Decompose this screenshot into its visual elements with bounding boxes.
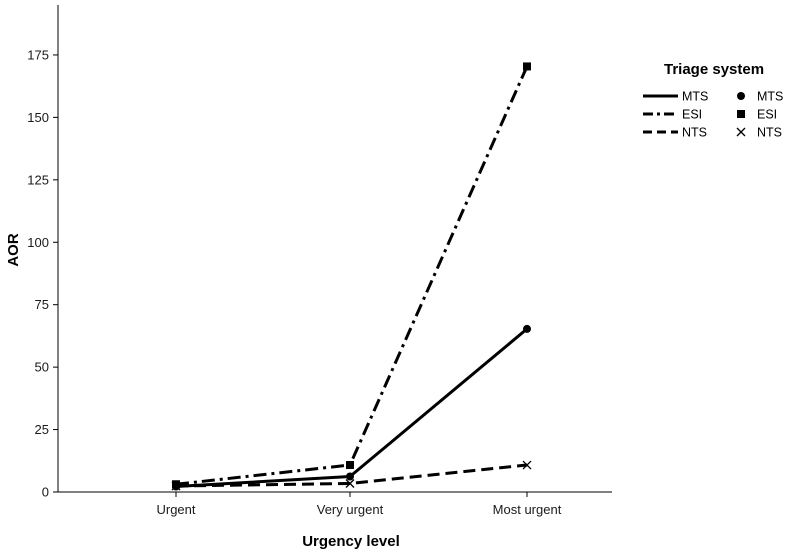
data-point-nts — [171, 481, 181, 491]
data-point-mts — [346, 472, 354, 481]
y-tick-label: 75 — [35, 297, 49, 312]
legend-line-label-mts: MTS — [682, 90, 708, 104]
legend-line-label-nts: NTS — [682, 126, 707, 140]
plot-area — [171, 62, 532, 491]
y-tick-label: 100 — [27, 235, 49, 250]
legend-marker-label-nts: NTS — [757, 126, 782, 140]
data-point-nts — [345, 479, 355, 488]
legend: Triage system MTS MTS ESI ESI NTS NTS — [643, 61, 783, 140]
legend-marker-esi — [737, 110, 745, 118]
data-point-esi — [172, 480, 180, 489]
y-tick-label: 50 — [35, 360, 49, 375]
x-axis-title: Urgency level — [302, 533, 400, 550]
y-axis-title: AOR — [5, 233, 22, 267]
x-tick-label: Very urgent — [317, 502, 384, 517]
data-point-esi — [523, 62, 531, 71]
legend-marker-label-esi: ESI — [757, 108, 777, 122]
legend-line-label-esi: ESI — [682, 108, 702, 122]
y-tick-label: 150 — [27, 110, 49, 125]
x-ticks: Urgent Very urgent Most urgent — [156, 492, 562, 517]
series-line-esi — [175, 65, 529, 486]
data-point-esi — [346, 461, 354, 470]
y-ticks: 0 25 50 75 100 125 150 175 — [27, 47, 58, 500]
data-point-nts — [522, 460, 532, 470]
legend-marker-mts — [737, 92, 745, 100]
x-tick-label: Urgent — [156, 502, 195, 517]
series-line-nts — [175, 463, 528, 488]
y-tick-label: 0 — [42, 485, 49, 500]
y-tick-label: 25 — [35, 422, 49, 437]
x-tick-label: Most urgent — [493, 502, 562, 517]
legend-marker-label-mts: MTS — [757, 90, 783, 104]
legend-title: Triage system — [664, 61, 764, 78]
y-tick-label: 175 — [27, 47, 49, 62]
legend-marker-nts — [736, 127, 746, 137]
data-point-mts — [523, 324, 531, 333]
y-tick-label: 125 — [27, 172, 49, 187]
axes — [57, 5, 612, 493]
